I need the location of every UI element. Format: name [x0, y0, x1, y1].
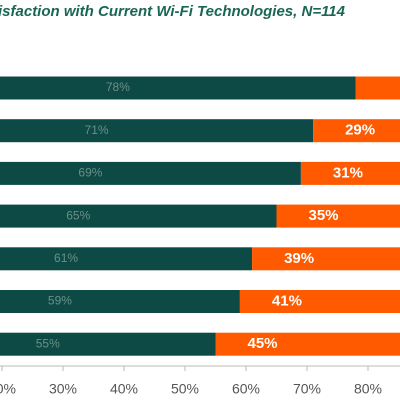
bar-segment: [239, 290, 400, 313]
bar-segment: [0, 332, 216, 356]
bar-segment: [215, 332, 400, 356]
value-label: 78%: [106, 80, 130, 94]
value-label: 35%: [309, 207, 339, 224]
bar-segment: [0, 204, 277, 228]
value-label: 45%: [248, 335, 278, 352]
x-tick-label: 70%: [293, 381, 321, 397]
bar-segment: [0, 161, 301, 185]
x-tick-label: 60%: [232, 381, 260, 397]
chart-title: isfaction with Current Wi-Fi Technologie…: [0, 3, 346, 20]
bar-segment: [276, 204, 400, 228]
value-label: 71%: [85, 123, 109, 137]
x-tick-label: 30%: [49, 381, 77, 397]
value-label: 59%: [48, 294, 72, 308]
value-label: 65%: [66, 208, 90, 222]
value-label: 41%: [272, 292, 302, 309]
value-label: 39%: [284, 250, 314, 267]
bar-segment: [0, 119, 314, 143]
value-label: 29%: [345, 122, 375, 139]
bar-segment: [355, 76, 400, 100]
value-label: 69%: [78, 166, 102, 180]
value-label: 61%: [54, 251, 78, 265]
value-label: 55%: [36, 336, 60, 350]
x-tick-label: 20%: [0, 381, 16, 397]
bar-segment: [0, 290, 240, 313]
bar-segment: [0, 76, 356, 100]
x-tick-label: 80%: [354, 381, 382, 397]
bar-segment: [313, 119, 400, 143]
bar-segment: [0, 247, 253, 271]
value-label: 31%: [333, 164, 363, 181]
x-tick-label: 50%: [171, 381, 199, 397]
x-tick-label: 40%: [110, 381, 138, 397]
bar-segment: [300, 161, 400, 185]
bar-segment: [252, 247, 400, 271]
